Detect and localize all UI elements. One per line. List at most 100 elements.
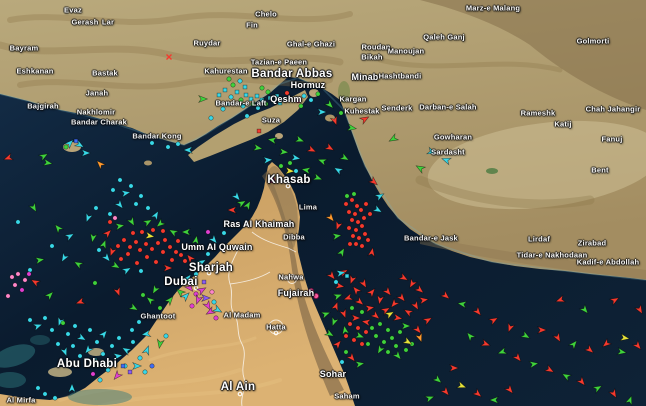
vessel-marker[interactable] — [167, 244, 173, 250]
vessel-marker[interactable] — [356, 235, 362, 241]
vessel-marker[interactable] — [209, 289, 215, 295]
vessel-marker[interactable] — [211, 304, 224, 315]
vessel-marker[interactable] — [298, 103, 304, 109]
vessel-marker[interactable] — [160, 249, 166, 255]
vessel-marker[interactable] — [290, 153, 302, 162]
vessel-marker[interactable] — [29, 277, 42, 288]
vessel-marker[interactable] — [355, 219, 361, 225]
vessel-marker[interactable] — [121, 237, 127, 243]
vessel-marker[interactable] — [600, 337, 613, 350]
vessel-marker[interactable] — [351, 313, 362, 323]
vessel-marker[interactable] — [15, 219, 21, 225]
vessel-marker[interactable] — [155, 240, 161, 246]
vessel-marker[interactable] — [385, 327, 391, 333]
vessel-marker[interactable] — [107, 219, 113, 225]
vessel-marker[interactable] — [256, 128, 262, 134]
vessel-marker[interactable] — [608, 295, 621, 306]
vessel-marker[interactable] — [560, 371, 573, 382]
vessel-marker[interactable] — [389, 335, 395, 341]
vessel-marker[interactable] — [94, 339, 100, 345]
vessel-marker[interactable] — [393, 343, 399, 349]
vessel-marker[interactable] — [305, 144, 318, 155]
vessel-marker[interactable] — [331, 232, 343, 241]
vessel-marker[interactable] — [213, 315, 219, 321]
vessel-marker[interactable] — [154, 217, 167, 230]
vessel-marker[interactable] — [189, 303, 195, 309]
vessel-marker[interactable] — [107, 361, 113, 367]
vessel-marker[interactable] — [381, 285, 394, 298]
vessel-marker[interactable] — [421, 315, 434, 326]
vessel-marker[interactable] — [137, 355, 143, 361]
vessel-marker[interactable] — [83, 211, 94, 223]
vessel-marker[interactable] — [455, 380, 467, 390]
vessel-marker[interactable] — [528, 360, 540, 369]
vessel-marker[interactable] — [22, 277, 28, 283]
vessel-marker[interactable] — [112, 215, 118, 221]
vessel-marker[interactable] — [407, 277, 418, 290]
vessel-marker[interactable] — [410, 299, 421, 312]
vessel-marker[interactable] — [27, 267, 33, 273]
vessel-marker[interactable] — [113, 198, 126, 211]
vessel-marker[interactable] — [325, 269, 338, 282]
vessel-marker[interactable] — [55, 341, 61, 347]
vessel-marker[interactable] — [242, 199, 253, 212]
vessel-marker[interactable] — [160, 228, 166, 234]
vessel-marker[interactable] — [97, 328, 110, 341]
vessel-marker[interactable] — [375, 343, 386, 356]
vessel-marker[interactable] — [90, 371, 96, 377]
vessel-marker[interactable] — [411, 323, 424, 336]
vessel-marker[interactable] — [211, 299, 217, 305]
vessel-marker[interactable] — [144, 231, 156, 240]
vessel-marker[interactable] — [277, 100, 283, 106]
vessel-marker[interactable] — [72, 323, 78, 329]
vessel-marker[interactable] — [347, 273, 358, 285]
vessel-marker[interactable] — [142, 369, 148, 375]
vessel-marker[interactable] — [118, 256, 124, 262]
vessel-marker[interactable] — [519, 330, 532, 341]
vessel-marker[interactable] — [120, 345, 133, 356]
vessel-marker[interactable] — [216, 92, 222, 98]
vessel-marker[interactable] — [389, 297, 401, 310]
vessel-marker[interactable] — [248, 96, 254, 102]
vessel-marker[interactable] — [3, 152, 15, 162]
vessel-marker[interactable] — [98, 239, 108, 251]
vessel-marker[interactable] — [156, 338, 165, 350]
vessel-marker[interactable] — [163, 294, 176, 307]
vessel-marker[interactable] — [359, 309, 365, 315]
vessel-marker[interactable] — [367, 211, 373, 217]
vessel-marker[interactable] — [137, 247, 143, 253]
vessel-marker[interactable] — [130, 230, 136, 236]
vessel-marker[interactable] — [100, 251, 113, 264]
vessel-marker[interactable] — [543, 364, 556, 375]
vessel-marker[interactable] — [175, 141, 181, 147]
vessel-marker[interactable] — [377, 321, 383, 327]
vessel-marker[interactable] — [349, 197, 355, 203]
vessel-marker[interactable] — [364, 304, 376, 313]
vessel-marker[interactable] — [352, 211, 358, 217]
vessel-marker[interactable] — [67, 382, 77, 393]
vessel-marker[interactable] — [578, 303, 591, 316]
vessel-marker[interactable] — [360, 318, 372, 327]
vessel-marker[interactable] — [149, 140, 155, 146]
vessel-marker[interactable] — [331, 338, 344, 351]
vessel-marker[interactable] — [346, 225, 352, 231]
vessel-marker[interactable] — [75, 332, 88, 343]
vessel-marker[interactable] — [230, 190, 243, 203]
vessel-marker[interactable] — [293, 134, 305, 144]
vessel-marker[interactable] — [414, 163, 427, 174]
port-marker[interactable] — [307, 287, 314, 294]
vessel-marker[interactable] — [351, 337, 357, 343]
vessel-marker[interactable] — [624, 395, 634, 406]
vessel-marker[interactable] — [136, 319, 142, 325]
vessel-marker[interactable] — [77, 353, 83, 359]
vessel-marker[interactable] — [552, 331, 563, 344]
vessel-marker[interactable] — [381, 339, 387, 345]
vessel-marker[interactable] — [369, 309, 382, 322]
vessel-marker[interactable] — [634, 303, 645, 316]
vessel-marker[interactable] — [12, 282, 18, 288]
vessel-marker[interactable] — [27, 317, 33, 323]
vessel-marker[interactable] — [120, 265, 133, 276]
vessel-marker[interactable] — [351, 191, 357, 197]
vessel-marker[interactable] — [387, 133, 400, 144]
vessel-marker[interactable] — [353, 295, 366, 308]
